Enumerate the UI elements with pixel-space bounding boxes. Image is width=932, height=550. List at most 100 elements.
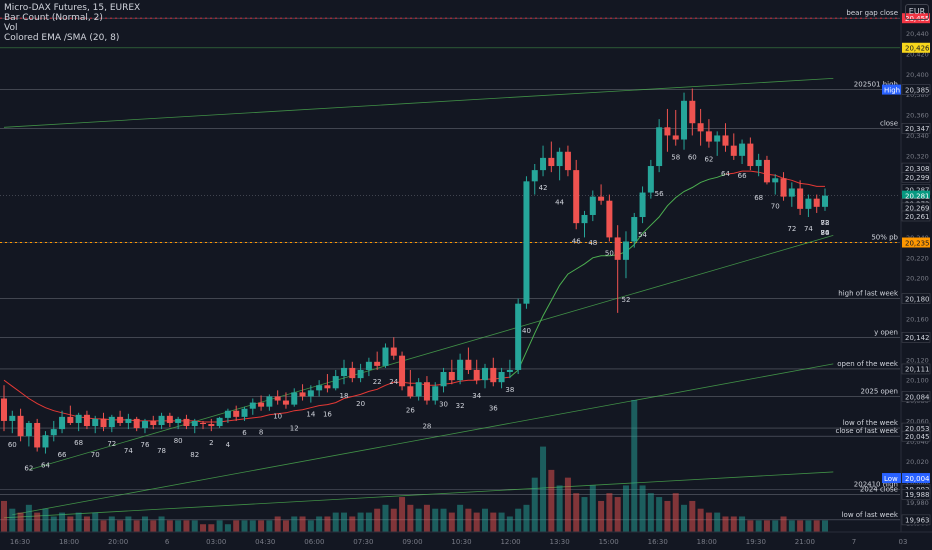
trendline[interactable] xyxy=(28,234,834,471)
candle[interactable] xyxy=(515,298,522,375)
candle[interactable] xyxy=(730,133,737,160)
candle[interactable] xyxy=(233,405,240,421)
trendline[interactable] xyxy=(12,363,834,516)
candle[interactable] xyxy=(763,155,770,185)
candle[interactable] xyxy=(705,119,712,148)
candle[interactable] xyxy=(365,357,372,377)
candle[interactable] xyxy=(67,405,74,426)
candle[interactable] xyxy=(282,392,289,409)
candle[interactable] xyxy=(556,147,563,181)
candle[interactable] xyxy=(415,378,422,401)
candle[interactable] xyxy=(258,395,265,411)
candle[interactable] xyxy=(50,420,57,442)
candle[interactable] xyxy=(448,359,455,385)
candle[interactable] xyxy=(150,415,157,430)
candle[interactable] xyxy=(457,353,464,385)
candle[interactable] xyxy=(291,388,298,407)
candle[interactable] xyxy=(357,363,364,383)
candle[interactable] xyxy=(141,418,148,434)
candle[interactable] xyxy=(440,367,447,393)
candle[interactable] xyxy=(299,384,306,401)
candle[interactable] xyxy=(316,380,323,397)
candle[interactable] xyxy=(672,109,679,146)
candle[interactable] xyxy=(639,186,646,224)
candle[interactable] xyxy=(399,351,406,391)
candle[interactable] xyxy=(465,347,472,375)
currency-button[interactable]: EUR xyxy=(905,4,929,20)
candle[interactable] xyxy=(42,431,49,454)
candle[interactable] xyxy=(307,385,314,403)
candle[interactable] xyxy=(606,194,613,242)
candle[interactable] xyxy=(1,385,7,432)
candle[interactable] xyxy=(548,141,555,173)
candle[interactable] xyxy=(614,225,621,313)
candle[interactable] xyxy=(166,412,173,428)
candle[interactable] xyxy=(92,415,99,434)
candle[interactable] xyxy=(216,416,223,429)
candle[interactable] xyxy=(689,88,696,136)
candle[interactable] xyxy=(34,418,41,452)
candle[interactable] xyxy=(564,145,571,177)
candle[interactable] xyxy=(249,398,256,415)
candle[interactable] xyxy=(191,418,198,434)
indicator-volume[interactable]: Vol xyxy=(4,23,18,33)
indicator-bar-count[interactable]: Bar Count (Normal, 2) xyxy=(4,13,103,23)
candle[interactable] xyxy=(224,408,231,423)
candle[interactable] xyxy=(664,108,671,152)
candle[interactable] xyxy=(59,410,66,434)
candle[interactable] xyxy=(697,108,704,146)
candle[interactable] xyxy=(75,412,82,432)
candle[interactable] xyxy=(755,153,762,177)
candle[interactable] xyxy=(722,123,729,152)
candle[interactable] xyxy=(158,412,165,430)
candle[interactable] xyxy=(490,357,497,387)
candle[interactable] xyxy=(133,416,140,432)
candle[interactable] xyxy=(772,174,779,195)
candle[interactable] xyxy=(266,394,273,411)
candle[interactable] xyxy=(656,119,663,173)
candle[interactable] xyxy=(9,410,16,434)
candle[interactable] xyxy=(341,359,348,385)
candle[interactable] xyxy=(747,137,754,171)
candle[interactable] xyxy=(647,159,654,199)
candle[interactable] xyxy=(589,190,596,222)
candle[interactable] xyxy=(788,182,795,207)
candle[interactable] xyxy=(390,337,397,360)
candle[interactable] xyxy=(117,410,124,427)
candle[interactable] xyxy=(481,363,488,389)
candle[interactable] xyxy=(200,420,207,430)
candle[interactable] xyxy=(83,410,90,430)
candle[interactable] xyxy=(274,390,281,405)
candle[interactable] xyxy=(622,231,629,279)
candle[interactable] xyxy=(631,212,638,248)
candle[interactable] xyxy=(822,188,828,211)
candle[interactable] xyxy=(506,359,513,379)
candle[interactable] xyxy=(125,413,132,430)
candle[interactable] xyxy=(573,159,580,230)
candle[interactable] xyxy=(382,343,389,368)
candle[interactable] xyxy=(374,351,381,370)
candle[interactable] xyxy=(523,176,530,309)
time-axis[interactable]: 16:30 18:00 20:00 6 03:00 04:30 06:00 07:30 09:0… xyxy=(0,531,932,546)
candle[interactable] xyxy=(598,184,605,205)
candle[interactable] xyxy=(780,172,787,201)
candle[interactable] xyxy=(581,210,588,238)
candle[interactable] xyxy=(208,418,215,432)
trendline[interactable] xyxy=(3,77,834,128)
candle[interactable] xyxy=(25,420,32,447)
trendline[interactable] xyxy=(3,471,834,519)
candle[interactable] xyxy=(423,376,430,405)
indicator-ema-sma[interactable]: Colored EMA /SMA (20, 8) xyxy=(4,33,120,43)
candle[interactable] xyxy=(17,408,24,442)
candle[interactable] xyxy=(100,412,107,432)
symbol-title[interactable]: Micro-DAX Futures, 15, EUREX xyxy=(4,3,141,13)
candle[interactable] xyxy=(540,145,547,177)
candle[interactable] xyxy=(681,92,688,150)
candle[interactable] xyxy=(407,369,414,399)
candle[interactable] xyxy=(241,406,248,421)
candle[interactable] xyxy=(739,139,746,164)
candle[interactable] xyxy=(432,382,439,405)
candle[interactable] xyxy=(332,369,339,391)
candle[interactable] xyxy=(183,414,190,430)
